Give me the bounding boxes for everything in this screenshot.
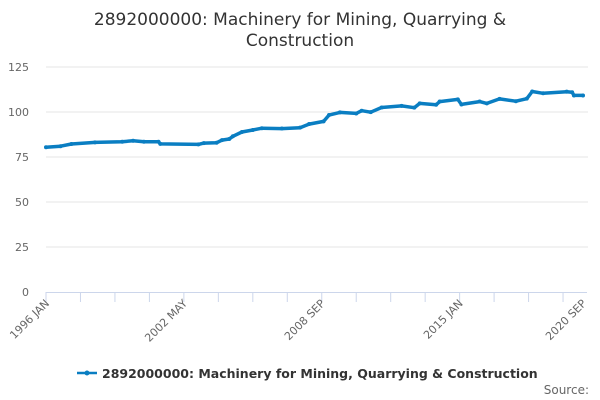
- data-point: [337, 110, 342, 115]
- data-point: [158, 141, 163, 146]
- y-tick-label: 25: [15, 241, 29, 254]
- data-point: [484, 101, 489, 106]
- data-point: [327, 113, 332, 118]
- legend-item[interactable]: 2892000000: Machinery for Mining, Quarry…: [77, 366, 538, 381]
- data-point: [359, 108, 364, 113]
- data-point: [219, 138, 224, 143]
- data-point: [230, 134, 235, 139]
- data-point: [354, 111, 359, 116]
- y-tick-label: 0: [22, 286, 29, 299]
- series-line: [44, 89, 585, 150]
- data-point: [570, 90, 575, 95]
- data-point: [92, 140, 97, 145]
- data-point: [239, 129, 244, 134]
- data-point: [58, 144, 63, 149]
- data-point: [279, 126, 284, 131]
- x-tick-label: 2002 MAY: [142, 297, 190, 345]
- data-point: [530, 89, 535, 94]
- data-point: [564, 89, 569, 94]
- data-point: [477, 99, 482, 104]
- y-tick-label: 100: [8, 106, 29, 119]
- data-point: [399, 103, 404, 108]
- data-point: [581, 93, 585, 98]
- data-point: [412, 105, 417, 110]
- data-point: [201, 141, 206, 146]
- data-point: [131, 138, 136, 143]
- data-point: [437, 99, 442, 104]
- data-point: [297, 125, 302, 130]
- data-point: [513, 99, 518, 104]
- data-point: [227, 137, 232, 141]
- y-tick-label: 75: [15, 151, 29, 164]
- legend-label: 2892000000: Machinery for Mining, Quarry…: [102, 366, 538, 381]
- data-point: [417, 101, 422, 106]
- data-point: [497, 96, 502, 101]
- data-point: [141, 139, 146, 144]
- legend-marker-icon: [84, 370, 90, 376]
- data-point: [44, 145, 48, 150]
- data-point: [434, 102, 439, 107]
- chart-title-line-1: 2892000000: Machinery for Mining, Quarry…: [94, 10, 506, 30]
- data-point: [571, 93, 576, 98]
- data-point: [321, 119, 326, 124]
- x-tick-label: 2015 JAN: [421, 297, 466, 342]
- data-point: [69, 142, 74, 147]
- data-point: [307, 122, 312, 127]
- data-point: [120, 139, 125, 144]
- data-point: [250, 128, 255, 132]
- data-point: [368, 110, 373, 115]
- chart-title-line-2: Construction: [246, 31, 354, 51]
- data-point: [196, 142, 201, 147]
- x-tick-label: 1996 JAN: [7, 297, 52, 342]
- data-point: [214, 140, 219, 145]
- x-tick-label: 2008 SEP: [282, 297, 328, 343]
- y-tick-label: 50: [15, 196, 29, 209]
- source-label[interactable]: Source:: [544, 383, 589, 397]
- data-point: [541, 91, 546, 96]
- x-tick-label: 2020 SEP: [543, 297, 589, 343]
- data-point: [455, 97, 460, 102]
- data-point: [379, 105, 384, 110]
- y-tick-label: 125: [8, 61, 29, 74]
- data-point: [459, 102, 464, 107]
- data-point: [259, 126, 264, 131]
- data-point: [524, 96, 529, 101]
